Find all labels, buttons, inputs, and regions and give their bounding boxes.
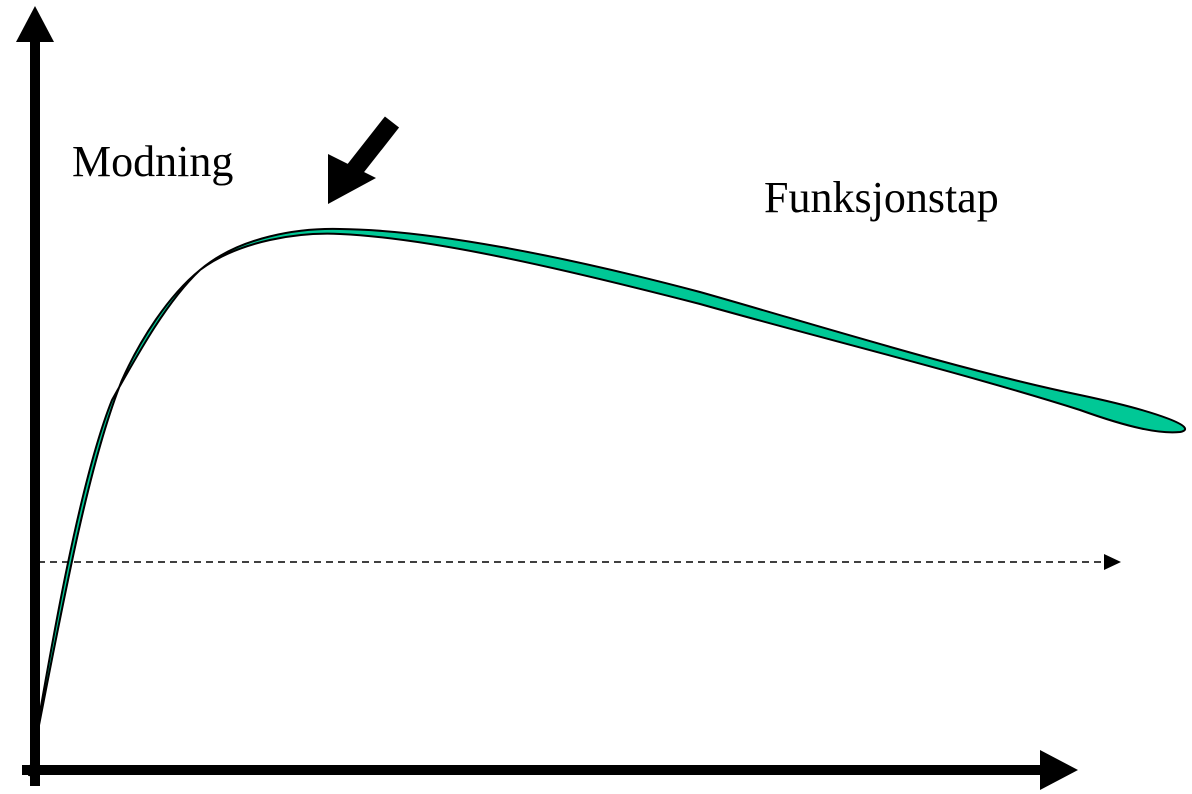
lifespan-curve-band <box>28 227 1187 777</box>
arrowhead-right-icon <box>1104 554 1121 570</box>
y-axis <box>16 6 54 786</box>
y-axis-arrowhead-icon <box>16 6 54 42</box>
x-axis-arrowhead-icon <box>1040 750 1078 790</box>
maturation-label: Modning <box>72 137 234 186</box>
threshold-line <box>38 554 1121 570</box>
x-axis <box>22 750 1078 790</box>
function-loss-label: Funksjonstap <box>764 173 999 222</box>
arrow-down-left-icon <box>328 116 400 204</box>
